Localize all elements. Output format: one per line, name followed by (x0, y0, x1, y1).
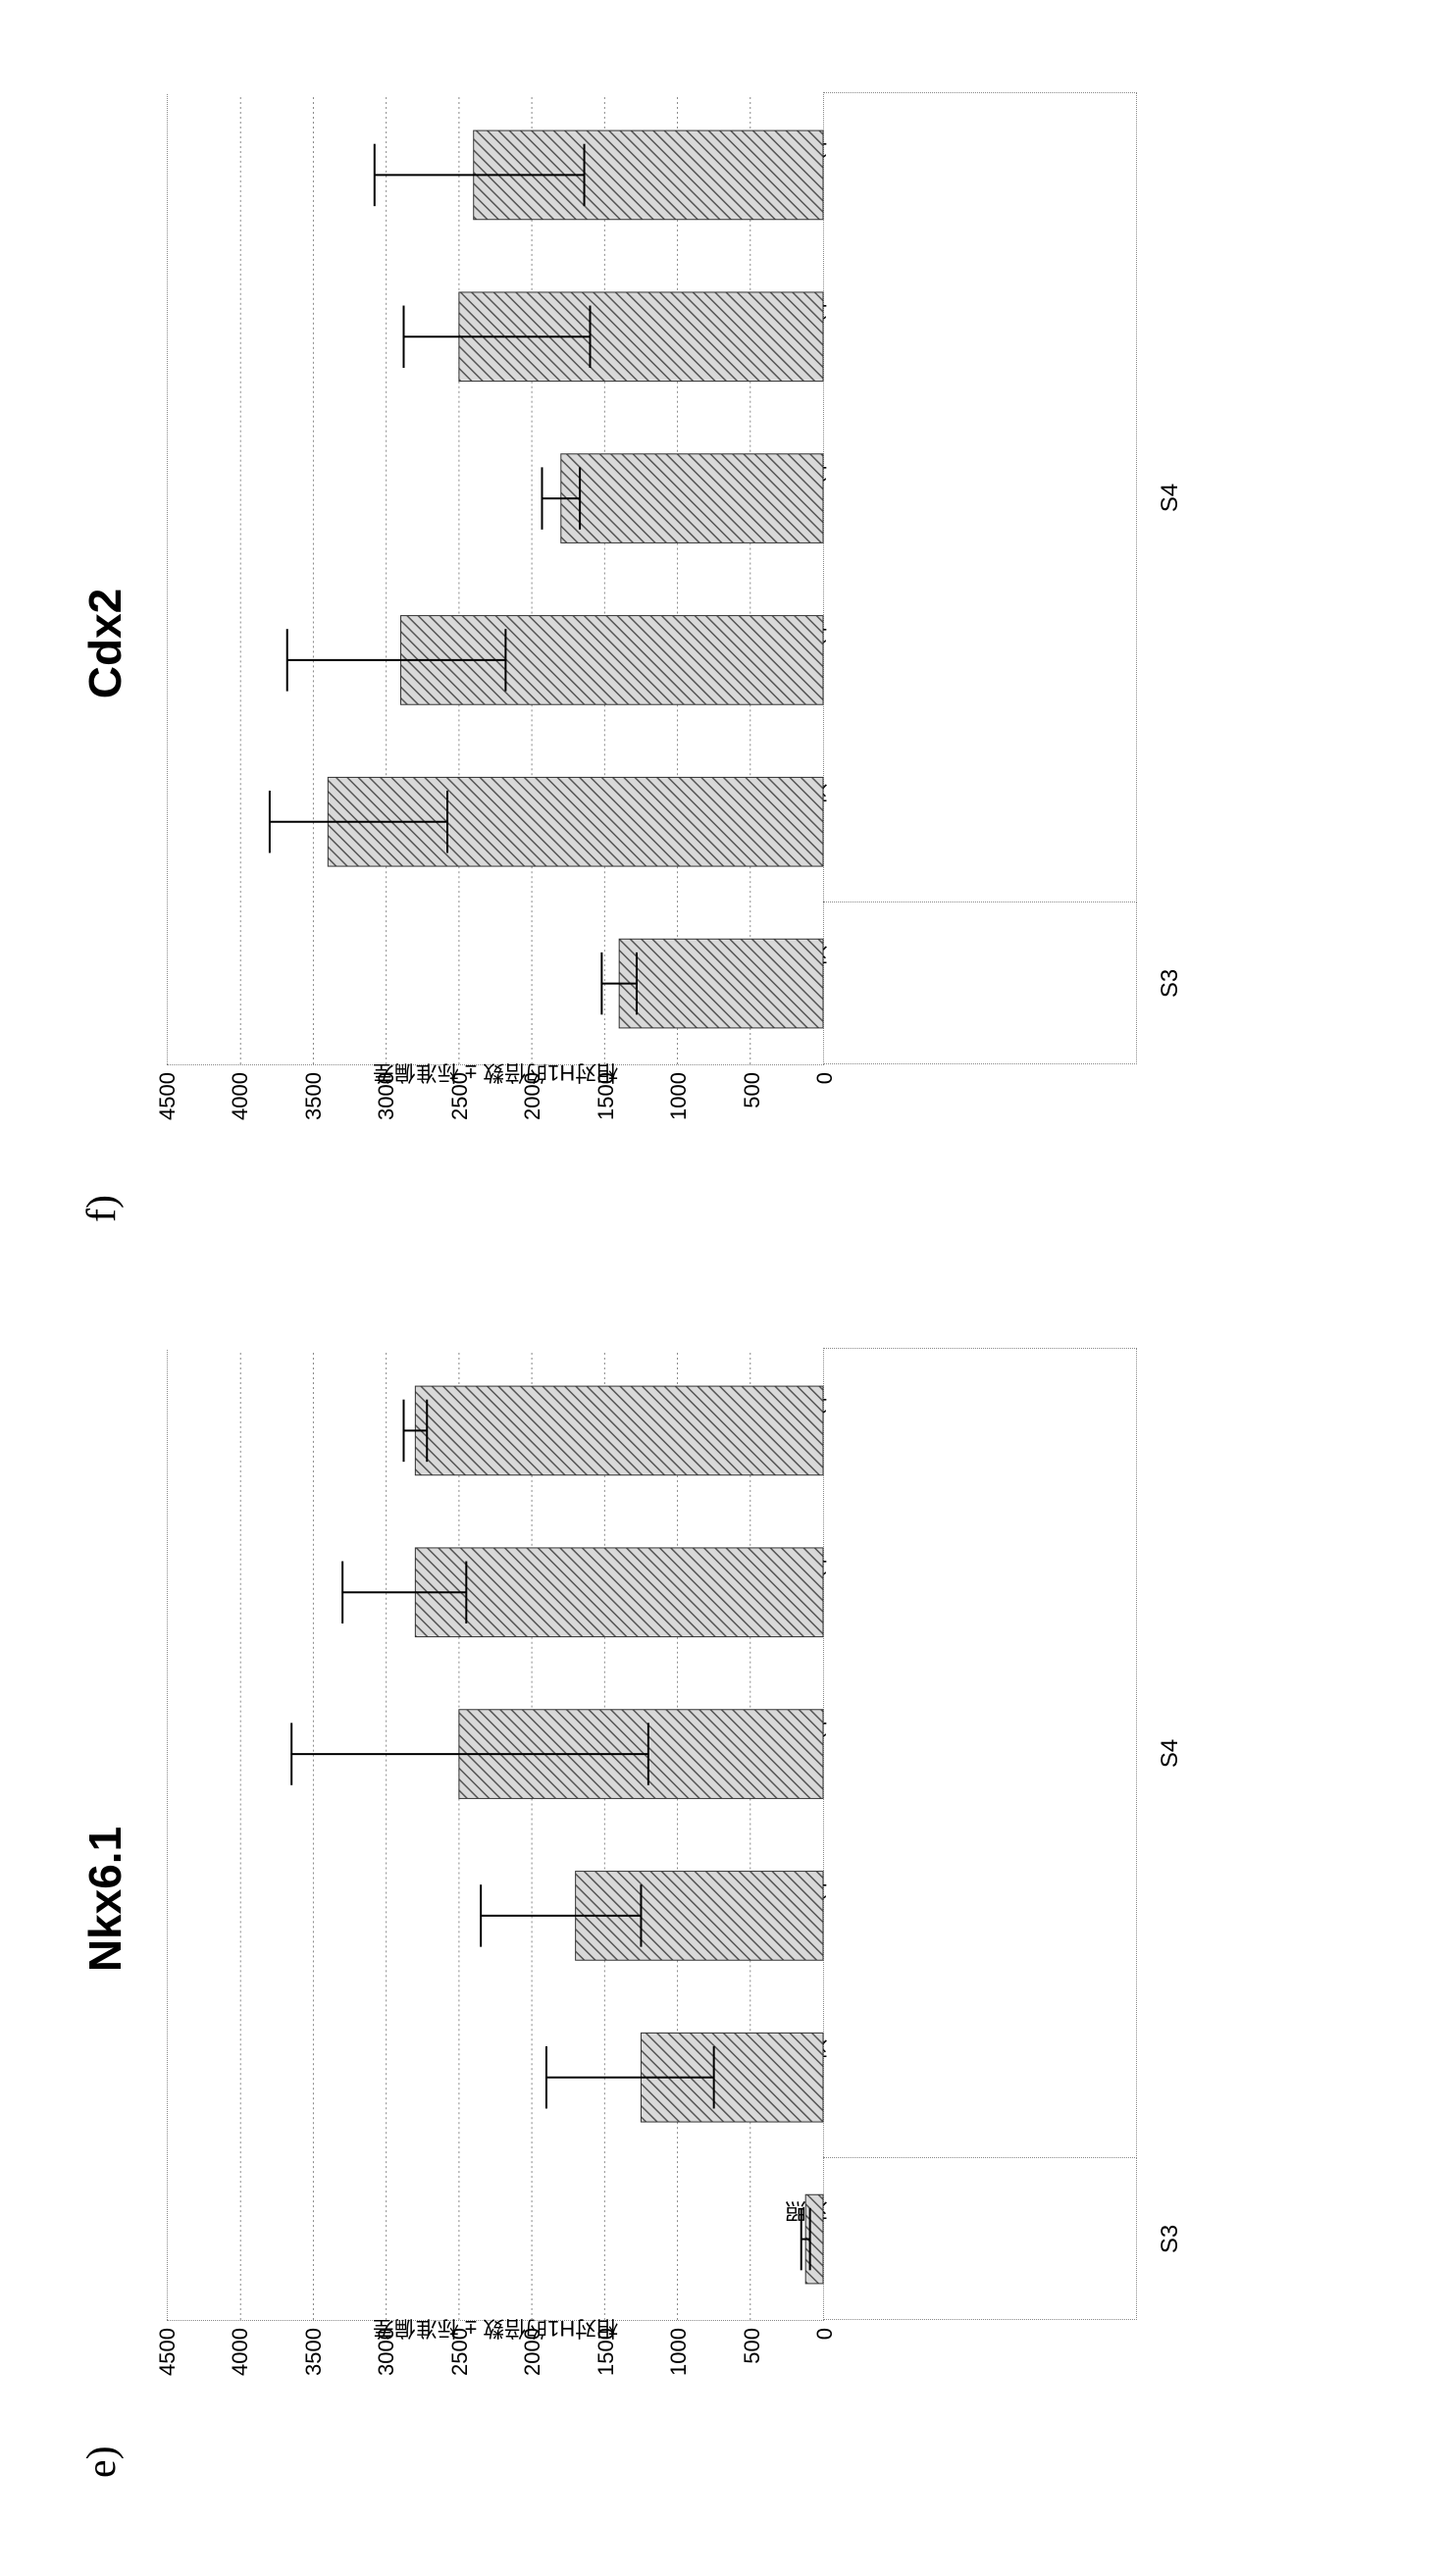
category-separator (823, 1063, 1137, 1064)
chart-svg (168, 94, 823, 1064)
category-separator (823, 2319, 1137, 2320)
group-label: S3 (1157, 969, 1184, 998)
y-tick-label: 0 (812, 1064, 838, 1084)
panel-title: Nkx6.1 (78, 1320, 131, 2478)
y-tick-label: 3500 (301, 2320, 327, 2376)
group-label: S3 (1157, 2225, 1184, 2253)
panel-title: Cdx2 (78, 65, 131, 1222)
y-tick-label: 500 (740, 2320, 765, 2364)
y-tick-label: 4500 (155, 1064, 181, 1120)
plot-area: 050010001500200025003000350040004500相对H1… (167, 94, 824, 1065)
chart-svg (168, 1350, 823, 2320)
y-tick-label: 4000 (228, 1064, 253, 1120)
y-tick-label: 4500 (155, 2320, 181, 2376)
plot-area: 050010001500200025003000350040004500相对H1… (167, 1350, 824, 2321)
category-separator (823, 92, 1137, 93)
y-tick-label: 1000 (666, 2320, 692, 2376)
group-label: S4 (1157, 1739, 1184, 1768)
y-tick-label: 4000 (228, 2320, 253, 2376)
category-border (823, 2158, 1137, 2320)
y-tick-label: 500 (740, 1064, 765, 1108)
group-label: S4 (1157, 484, 1184, 512)
category-border (823, 93, 1137, 902)
category-border (823, 902, 1137, 1064)
category-separator (823, 1348, 1137, 1349)
chart-panel-f: f)Cdx20500100015002000250030003500400045… (78, 65, 1364, 1222)
category-separator (823, 2157, 1137, 2158)
chart-panel-e: e)Nkx6.105001000150020002500300035004000… (78, 1320, 1364, 2478)
y-tick-label: 1000 (666, 1064, 692, 1120)
y-tick-label: 0 (812, 2320, 838, 2340)
category-border (823, 1349, 1137, 2158)
y-tick-label: 3500 (301, 1064, 327, 1120)
